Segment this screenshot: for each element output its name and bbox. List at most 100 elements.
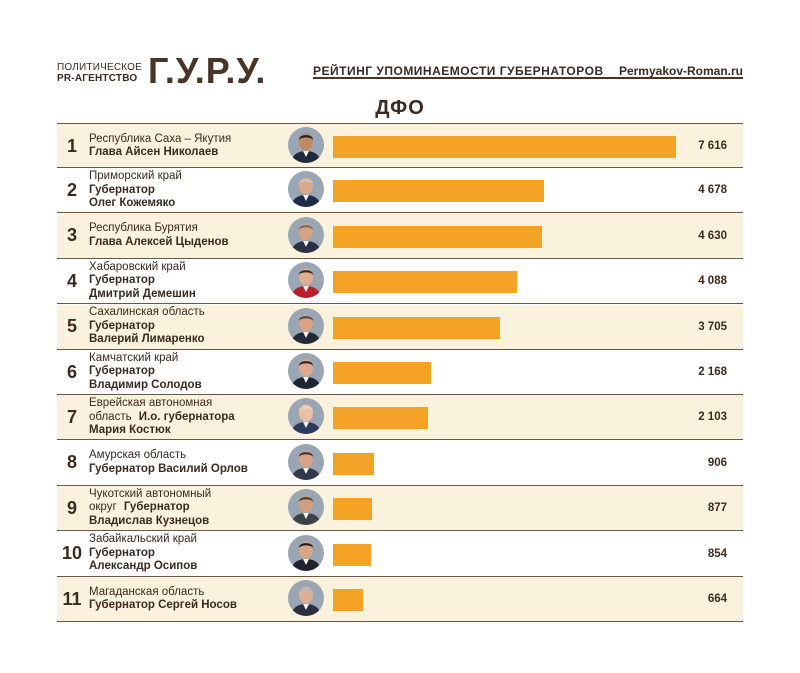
bar xyxy=(333,498,373,521)
table-row: 2 Приморский край Губернатор Олег Кожемяко 4… xyxy=(57,168,743,214)
avatar xyxy=(288,216,324,253)
region-name-cont: округ Губернатор xyxy=(89,501,289,515)
value-label: 4 630 xyxy=(698,229,727,242)
governor-name: Дмитрий Демешин xyxy=(89,287,196,300)
region-name-tail: область xyxy=(89,410,132,423)
region-name-tail: округ xyxy=(89,501,117,514)
table-row: 9 Чукотский автономный округ Губернатор Вла… xyxy=(57,486,743,532)
governor-label: Республика Бурятия Глава Алексей Цыденов xyxy=(89,214,289,258)
table-row: 7 Еврейская автономная область И.о. губерн… xyxy=(57,395,743,441)
governor-name: Владимир Солодов xyxy=(89,378,202,391)
avatar xyxy=(288,171,324,208)
rank-number: 1 xyxy=(66,135,77,156)
avatar xyxy=(288,307,324,344)
avatar xyxy=(288,443,324,480)
governor-name: Глава Айсен Николаев xyxy=(89,146,219,158)
rank-number: 4 xyxy=(66,270,77,291)
bar xyxy=(333,407,428,430)
bar xyxy=(333,543,372,566)
rank-number: 11 xyxy=(62,588,82,609)
governor-name: Олег Кожемяко xyxy=(89,197,176,210)
agency-label: ПОЛИТИЧЕСКОЕ PR-АГЕНТСТВО xyxy=(57,62,142,84)
bar xyxy=(333,225,542,248)
value-label: 2 168 xyxy=(698,366,727,378)
avatar xyxy=(288,262,324,299)
region-name: Приморский край xyxy=(89,170,182,183)
rank-number: 6 xyxy=(66,361,77,382)
governor-position: Губернатор xyxy=(120,501,190,514)
region-name: Магаданская область xyxy=(89,585,205,598)
bar xyxy=(333,362,431,384)
rank-number: 10 xyxy=(61,543,83,564)
table-row: 6 Камчатский край Губернатор Владимир Солод… xyxy=(57,350,743,395)
bar xyxy=(333,452,374,475)
governor-label: Чукотский автономный округ Губернатор Влад… xyxy=(89,486,289,530)
value-label: 4 678 xyxy=(698,184,727,197)
region-name: Хабаровский край xyxy=(89,260,186,273)
rank-number: 8 xyxy=(66,452,77,473)
governor-label: Амурская область Губернатор Василий Орлов xyxy=(89,441,289,485)
header: ПОЛИТИЧЕСКОЕ PR-АГЕНТСТВО Г.У.Р.У. РЕЙТИ… xyxy=(57,51,743,95)
value-label: 4 088 xyxy=(698,275,727,288)
governor-label: Республика Саха – Якутия Глава Айсен Нико… xyxy=(89,124,289,168)
avatar xyxy=(288,534,324,571)
governor-name: Губернатор xyxy=(89,274,155,287)
region-name-cont: область И.о. губернатора xyxy=(89,411,289,425)
table-row: 3 Республика Бурятия Глава Алексей Цыденов… xyxy=(57,213,743,259)
governor-label: Приморский край Губернатор Олег Кожемяко xyxy=(89,168,289,212)
region-name: Сахалинская область xyxy=(89,306,205,319)
bar xyxy=(333,271,518,294)
rating-title: РЕЙТИНГ УПОМИНАЕМОСТИ ГУБЕРНАТОРОВ xyxy=(313,64,604,78)
avatar xyxy=(288,353,324,389)
table-row: 4 Хабаровский край Губернатор Дмитрий Демеш… xyxy=(57,259,743,305)
header-divider xyxy=(313,77,743,79)
value-label: 854 xyxy=(707,547,727,560)
region-name: Республика Саха – Якутия xyxy=(89,132,232,145)
site-link[interactable]: Permyakov-Roman.ru xyxy=(618,64,743,78)
governor-label: Магаданская область Губернатор Сергей Нос… xyxy=(89,577,289,621)
rank-number: 7 xyxy=(66,406,77,427)
avatar xyxy=(288,127,324,163)
table-row: 8 Амурская область Губернатор Василий Орло… xyxy=(57,441,743,486)
bar xyxy=(333,136,676,158)
governor-name: Губернатор xyxy=(89,183,155,196)
rank-number: 9 xyxy=(66,497,77,518)
table-row: 11 Магаданская область Губернатор Сергей Н… xyxy=(57,577,743,622)
table-row: 1 Республика Саха – Якутия Глава Айсен Ник… xyxy=(57,123,743,168)
avatar xyxy=(288,398,324,435)
rank-number: 2 xyxy=(66,179,77,200)
region-name: Еврейская автономная xyxy=(89,397,213,410)
ranking-chart: 1 Республика Саха – Якутия Глава Айсен Ник… xyxy=(57,123,743,623)
region-name: Республика Бурятия xyxy=(89,222,198,235)
value-label: 877 xyxy=(707,502,727,515)
value-label: 3 705 xyxy=(698,320,727,333)
governor-label: Хабаровский край Губернатор Дмитрий Демеши… xyxy=(89,259,289,303)
table-row: 5 Сахалинская область Губернатор Валерий Ли… xyxy=(57,304,743,350)
governor-name: Владислав Кузнецов xyxy=(89,514,210,527)
region-name: Забайкальский край xyxy=(89,533,197,546)
rank-number: 5 xyxy=(66,316,77,337)
governor-name: Губернатор Василий Орлов xyxy=(89,462,248,475)
value-label: 906 xyxy=(707,456,727,469)
bar xyxy=(333,180,544,203)
avatar xyxy=(288,580,324,616)
value-label: 2 103 xyxy=(698,411,727,424)
rank-number: 3 xyxy=(66,225,77,246)
governor-name: Губернатор xyxy=(89,546,155,559)
bar xyxy=(333,589,363,611)
governor-name: Губернатор xyxy=(89,365,155,378)
governor-name: Глава Алексей Цыденов xyxy=(89,235,229,248)
region-name: Амурская область xyxy=(89,449,187,462)
table-row: 10 Забайкальский край Губернатор Александр … xyxy=(57,532,743,577)
governor-label: Еврейская автономная область И.о. губерна… xyxy=(89,395,289,439)
governor-name: Александр Осипов xyxy=(89,560,198,573)
governor-name: Мария Костюк xyxy=(89,424,171,437)
governor-label: Забайкальский край Губернатор Александр Ос… xyxy=(89,532,289,576)
bar xyxy=(333,316,500,339)
governor-name: Губернатор Сергей Носов xyxy=(89,599,237,611)
governor-name: Губернатор xyxy=(89,319,155,332)
region-title: ДФО xyxy=(375,97,425,119)
brand-logo: Г.У.Р.У. xyxy=(148,50,267,91)
governor-name: Валерий Лимаренко xyxy=(89,333,205,346)
governor-label: Сахалинская область Губернатор Валерий Лим… xyxy=(89,305,289,349)
